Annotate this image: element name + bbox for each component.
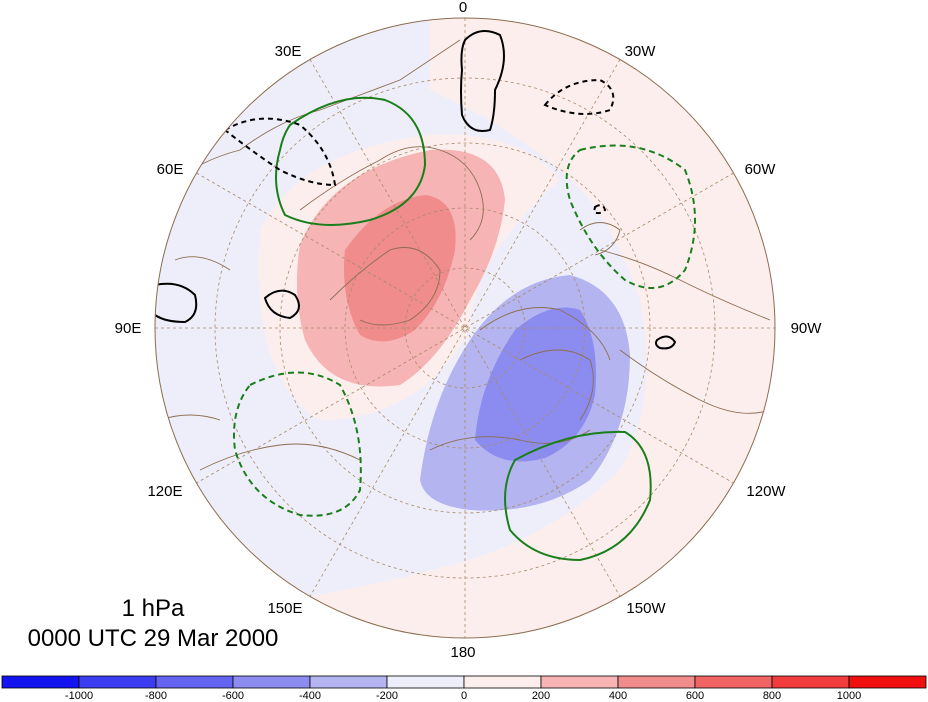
green-dashed-contours [233,144,696,517]
colorbar-tick-label: 600 [686,690,704,702]
black-solid-contours [155,30,677,350]
colorbar-tick-label: -200 [376,690,398,702]
colorbar-swatch [540,675,619,689]
colorbar-tick-label: 0 [461,690,467,702]
lon-label-30w: 30W [625,43,657,60]
colorbar-swatch [309,675,388,689]
colorbar-swatch [1,675,80,689]
colorbar-tick-label: 400 [609,690,627,702]
lon-label-120e: 120E [147,483,182,500]
caption-level: 1 hPa [122,595,185,622]
colorbar-swatch [617,675,696,689]
colorbar-tick-label: -400 [299,690,321,702]
colorbar-swatch [386,675,465,689]
longitude-labels: 0 30W 60W 90W 120W 150W 180 150E 120E 90… [115,0,823,661]
colorbar-swatch [78,675,157,689]
lon-label-150w: 150W [626,600,666,617]
lon-label-30e: 30E [275,43,302,60]
colorbar-swatch [155,675,234,689]
colorbar-tick-label: 200 [532,690,550,702]
colorbar-tick-label: -1000 [65,690,93,702]
colorbar-tick-label: -600 [222,690,244,702]
lon-label-90w: 90W [791,320,823,337]
lon-label-60w: 60W [745,161,777,178]
colorbar-tick-label: 800 [763,690,781,702]
green-solid-contours [275,96,652,562]
map-disk [155,18,775,638]
colorbar-swatch [694,675,773,689]
lon-label-150e: 150E [267,600,302,617]
colorbar-tick-label: 1000 [837,690,861,702]
black-dashed-contours [223,78,615,215]
shade-positive-light [290,18,775,638]
shade-negative-400 [475,307,596,462]
colorbar: -1000 -800 -600 -400 -200 0 200 400 600 800 1000 [1,675,927,702]
lon-label-180: 180 [450,644,475,661]
colorbar-swatch [463,675,542,689]
lon-label-120w: 120W [746,483,786,500]
lon-label-60e: 60E [157,161,184,178]
lon-label-90e: 90E [115,320,142,337]
map-boundary [154,17,776,639]
colorbar-tick-label: -800 [145,690,167,702]
caption-time: 0000 UTC 29 Mar 2000 [28,625,279,652]
colorbar-swatch [848,675,927,689]
coastlines [159,39,771,471]
lon-label-0: 0 [459,0,467,16]
colorbar-swatch [771,675,850,689]
colorbar-swatch [232,675,311,689]
